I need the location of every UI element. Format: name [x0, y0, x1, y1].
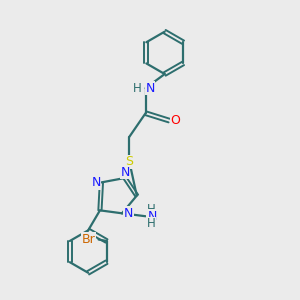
- Text: S: S: [125, 155, 134, 168]
- Text: N: N: [124, 207, 133, 220]
- Text: N: N: [147, 210, 157, 223]
- Text: N: N: [145, 82, 155, 95]
- Text: H: H: [133, 82, 142, 95]
- Text: H: H: [146, 217, 155, 230]
- Text: O: O: [171, 114, 181, 127]
- Text: Br: Br: [81, 233, 95, 246]
- Text: N: N: [92, 176, 101, 189]
- Text: H: H: [146, 203, 155, 216]
- Text: N: N: [120, 166, 130, 178]
